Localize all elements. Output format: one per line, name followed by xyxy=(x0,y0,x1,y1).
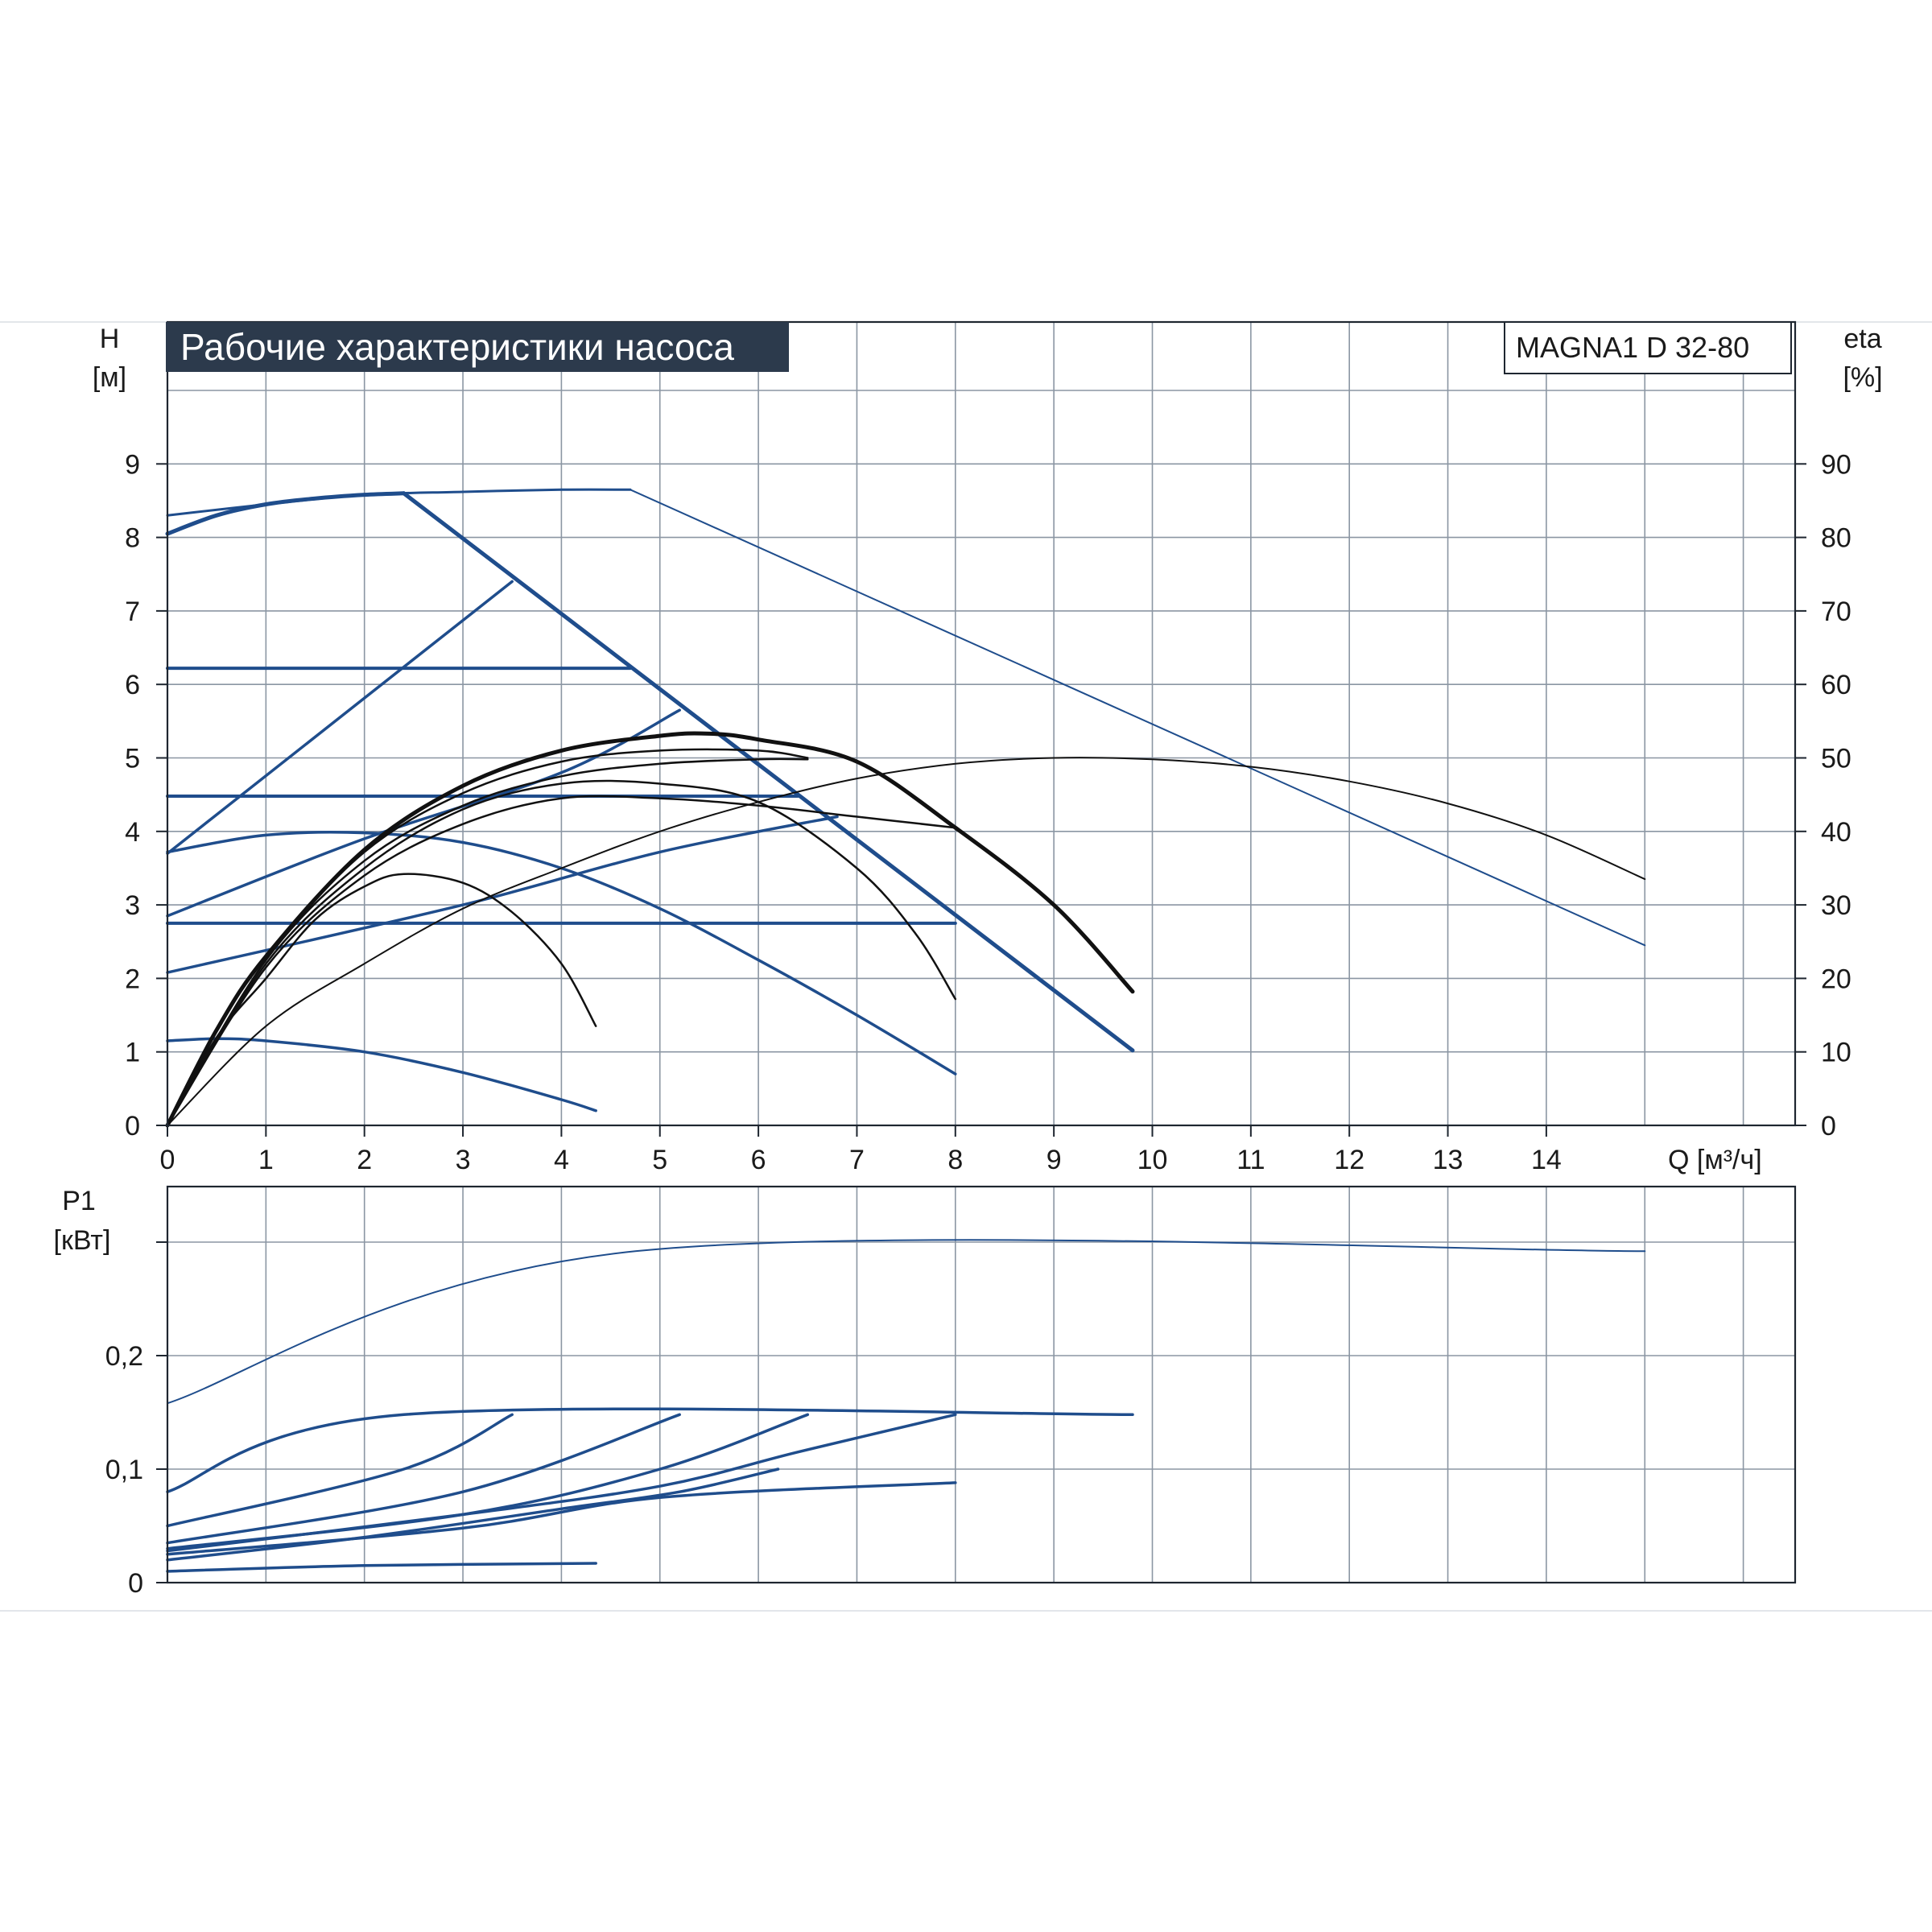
head-efficiency-curve xyxy=(166,779,957,1127)
y-tick-label: 0 xyxy=(125,1111,140,1141)
x-tick-label: 10 xyxy=(1137,1145,1168,1175)
head-chart-frame xyxy=(166,320,1797,1127)
y-axis-label-h: H xyxy=(100,324,120,354)
power-curves xyxy=(166,1239,1646,1573)
y2-tick-label: 90 xyxy=(1821,449,1852,480)
chart-title: Рабочие характеристики насоса xyxy=(180,326,734,368)
y2-tick-label: 70 xyxy=(1821,597,1852,627)
head-efficiency-curve xyxy=(167,757,1646,1126)
y-tick-label: 6 xyxy=(125,670,140,700)
y-tick-label: 8 xyxy=(125,523,140,554)
head-efficiency-curves xyxy=(165,488,1646,1128)
head-efficiency-curve xyxy=(166,1037,597,1113)
power-curve xyxy=(166,1468,780,1562)
x-tick-label: 3 xyxy=(456,1145,471,1175)
head-efficiency-curve xyxy=(402,491,1135,1053)
y-tick-label: 9 xyxy=(125,449,140,480)
head-chart-grid xyxy=(167,322,1795,1125)
power-chart-frame xyxy=(166,1185,1797,1584)
x-tick-label: 13 xyxy=(1433,1145,1463,1175)
x-tick-label: 5 xyxy=(652,1145,667,1175)
head-efficiency-curve xyxy=(166,748,809,1127)
power-axis-unit-kw: [кВт] xyxy=(54,1225,111,1256)
y2-axis-label-eta: eta xyxy=(1843,324,1881,354)
power-chart-axes: 0 0,1 0,2 xyxy=(105,1241,167,1599)
y2-axis-unit-percent: [%] xyxy=(1843,362,1882,393)
x-tick-label: 7 xyxy=(849,1145,865,1175)
head-efficiency-curve xyxy=(165,491,407,536)
x-tick-label: 12 xyxy=(1334,1145,1364,1175)
y2-tick-label: 40 xyxy=(1821,817,1852,848)
y2-tick-label: 80 xyxy=(1821,523,1852,554)
head-efficiency-curve xyxy=(166,758,809,1127)
head-efficiency-curve xyxy=(166,795,957,1127)
y-tick-label: 5 xyxy=(125,744,140,774)
power-curve xyxy=(167,1239,1646,1405)
power-tick-label: 0 xyxy=(128,1568,143,1599)
y2-tick-label: 0 xyxy=(1821,1111,1836,1141)
power-tick-label: 0,2 xyxy=(105,1341,143,1372)
power-curve xyxy=(166,1413,681,1545)
y-axis-unit-m: [м] xyxy=(93,362,126,393)
head-efficiency-curve xyxy=(166,708,681,918)
y-tick-label: 1 xyxy=(125,1038,140,1068)
y2-tick-label: 20 xyxy=(1821,964,1852,994)
y-tick-label: 7 xyxy=(125,597,140,627)
x-tick-label: 14 xyxy=(1531,1145,1562,1175)
power-axis-label-p1: P1 xyxy=(62,1186,96,1216)
head-efficiency-curve xyxy=(166,873,597,1127)
x-tick-label: 6 xyxy=(751,1145,766,1175)
power-curve xyxy=(166,1407,1134,1493)
chart-title-background xyxy=(166,322,789,372)
power-curve xyxy=(166,1413,957,1553)
x-tick-label: 9 xyxy=(1046,1145,1062,1175)
power-curve xyxy=(166,1413,514,1528)
y2-tick-label: 30 xyxy=(1821,890,1852,921)
x-tick-label: 8 xyxy=(947,1145,963,1175)
x-axis-label-q: Q [м³/ч] xyxy=(1668,1145,1762,1175)
x-tick-label: 0 xyxy=(160,1145,175,1175)
y2-tick-label: 60 xyxy=(1821,670,1852,700)
power-chart-grid xyxy=(167,1187,1795,1583)
power-curve xyxy=(166,1562,597,1573)
y-tick-label: 4 xyxy=(125,817,140,848)
model-label: MAGNA1 D 32-80 xyxy=(1516,331,1749,364)
x-tick-label: 11 xyxy=(1236,1145,1265,1175)
head-efficiency-curve xyxy=(165,731,1135,1128)
x-tick-label: 4 xyxy=(554,1145,569,1175)
y2-tick-label: 10 xyxy=(1821,1038,1852,1068)
y-tick-label: 3 xyxy=(125,890,140,921)
power-tick-label: 0,1 xyxy=(105,1455,143,1485)
x-tick-label: 1 xyxy=(258,1145,274,1175)
head-efficiency-curve xyxy=(630,489,1646,947)
x-tick-label: 2 xyxy=(357,1145,372,1175)
power-curve xyxy=(166,1481,957,1556)
model-label-box xyxy=(1504,321,1792,374)
head-efficiency-curve xyxy=(166,580,514,855)
y-tick-label: 2 xyxy=(125,964,140,994)
y2-tick-label: 50 xyxy=(1821,744,1852,774)
